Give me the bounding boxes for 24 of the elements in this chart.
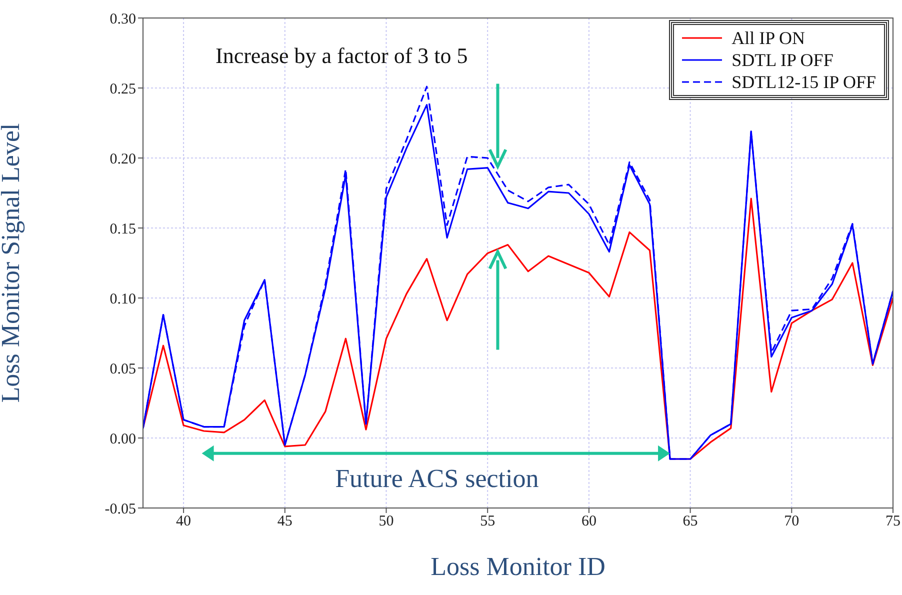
y-axis-title: Loss Monitor Signal Level [0, 123, 26, 403]
y-tick-label: 0.05 [110, 361, 136, 378]
legend-label: All IP ON [732, 27, 805, 49]
x-tick-label: 40 [176, 514, 192, 530]
x-tick-label: 60 [581, 514, 596, 530]
x-tick-label: 65 [682, 514, 698, 530]
y-tick-label: -0.05 [104, 501, 136, 518]
x-tick-label: 50 [378, 514, 394, 530]
legend-label: SDTL IP OFF [732, 49, 834, 71]
line-series [143, 198, 893, 460]
legend-label: SDTL12-15 IP OFF [732, 71, 876, 93]
y-tick-label: 0.25 [110, 81, 136, 98]
x-tick-label: 55 [480, 514, 496, 530]
y-tick-label: 0.30 [110, 11, 136, 28]
x-tick-label: 70 [784, 514, 800, 530]
annotation: Future ACS section [335, 464, 539, 493]
y-tick-label: 0.15 [110, 221, 136, 238]
annotation: Increase by a factor of 3 to 5 [216, 42, 468, 68]
x-tick-label: 75 [886, 514, 900, 530]
y-tick-label: 0.00 [110, 431, 136, 448]
y-tick-label: 0.10 [110, 291, 136, 308]
x-tick-label: 45 [277, 514, 292, 530]
y-tick-label: 0.20 [110, 151, 136, 168]
x-axis-title: Loss Monitor ID [430, 552, 606, 581]
